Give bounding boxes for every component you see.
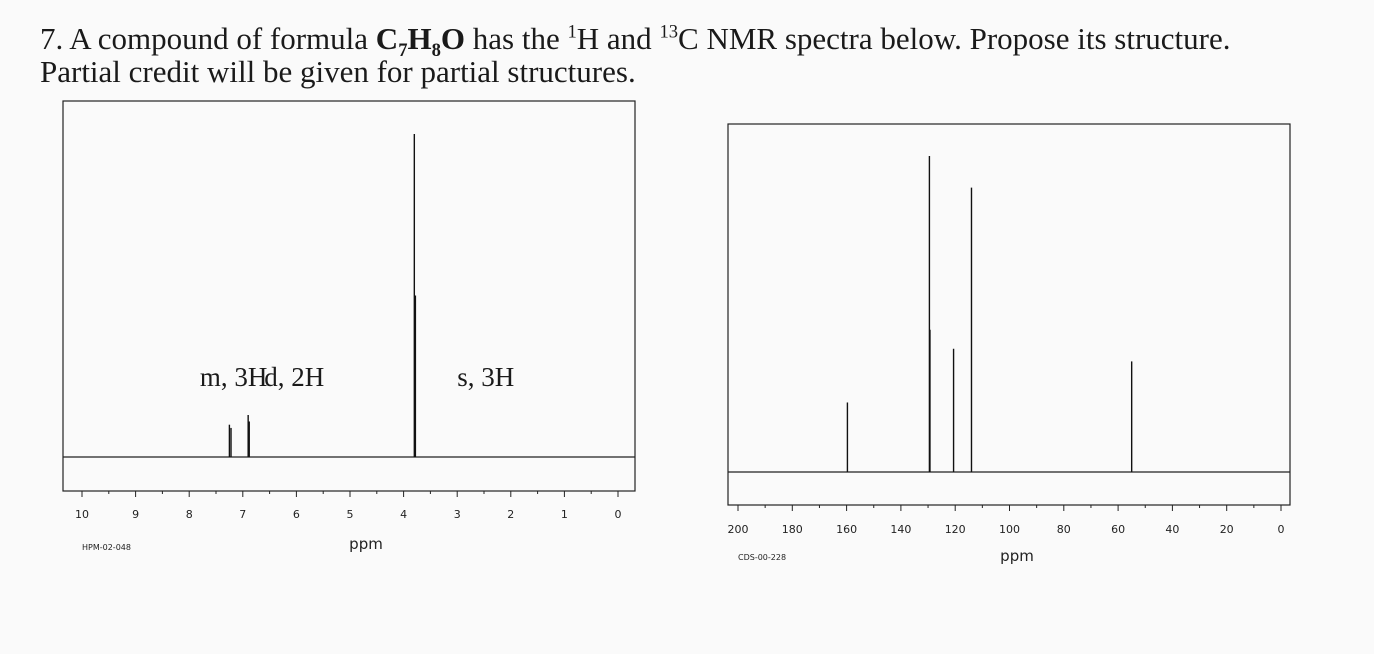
h-nmr-tick-label-8: 2 — [507, 508, 514, 521]
h-nmr-tick-label-4: 6 — [293, 508, 300, 521]
c-nmr-tick-label-7: 60 — [1111, 523, 1125, 536]
formula-c-count: 7 — [398, 40, 408, 62]
h-nmr-tick-label-3: 7 — [239, 508, 246, 521]
h-nmr-annotation-2: s, 3H — [457, 362, 514, 392]
question-intro: 7. A compound of formula — [40, 21, 376, 56]
formula-c: C — [375, 21, 399, 56]
h-nmr-tick-label-7: 3 — [454, 508, 461, 521]
c-nmr-tick-label-9: 20 — [1220, 523, 1234, 536]
c-nmr-tick-label-6: 80 — [1057, 523, 1071, 536]
question-end: C NMR spectra below. Propose its structu… — [678, 21, 1231, 56]
h-nmr-tick-label-0: 10 — [75, 508, 89, 521]
c-nmr-tick-label-4: 120 — [945, 523, 966, 536]
h-isotope: 1 — [567, 21, 577, 43]
h-nmr-tick-label-5: 5 — [347, 508, 354, 521]
formula: C7H8O — [375, 21, 466, 60]
h-nmr-tick-label-2: 8 — [186, 508, 193, 521]
c-nmr-tick-label-5: 100 — [999, 523, 1020, 536]
c-nmr-tick-label-1: 180 — [782, 523, 803, 536]
h-nmr-code-label: HPM-02-048 — [82, 543, 131, 552]
c-nmr-tick-label-3: 140 — [890, 523, 911, 536]
h-nmr-annotation-0: m, 3H — [200, 362, 267, 392]
question-mid: has the — [465, 21, 568, 56]
h-nmr-annotation-1: d, 2H — [264, 362, 324, 392]
c-nmr-tick-label-2: 160 — [836, 523, 857, 536]
h-nmr-tick-label-9: 1 — [561, 508, 568, 521]
question-h-text: H and — [576, 21, 660, 56]
c-nmr-code-label: CDS-00-228 — [738, 553, 786, 562]
h-nmr-frame — [62, 100, 636, 492]
h-nmr-axis-title: ppm — [349, 535, 383, 553]
h-nmr-tick-label-6: 4 — [400, 508, 407, 521]
h-nmr-tick-label-10: 0 — [615, 508, 622, 521]
c-nmr-frame — [727, 123, 1291, 506]
formula-o: O — [440, 21, 466, 56]
formula-h: H — [407, 21, 432, 56]
formula-h-count: 8 — [431, 40, 441, 62]
question-line2: Partial credit will be given for partial… — [40, 54, 636, 89]
h-nmr-tick-label-1: 9 — [132, 508, 139, 521]
c-nmr-tick-label-0: 200 — [728, 523, 749, 536]
question-text: 7. A compound of formula C7H8O has the 1… — [40, 22, 1350, 88]
c-nmr-tick-label-8: 40 — [1165, 523, 1179, 536]
c-nmr-axis-title: ppm — [1000, 547, 1034, 565]
c-isotope: 13 — [659, 21, 679, 43]
c-nmr-tick-label-10: 0 — [1278, 523, 1285, 536]
